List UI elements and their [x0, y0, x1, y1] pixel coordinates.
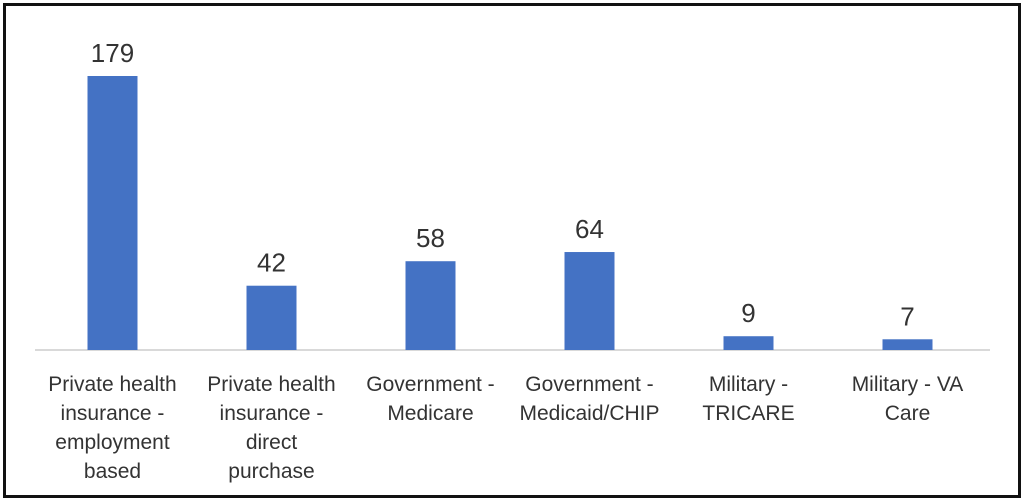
category-label: Medicaid/CHIP — [519, 402, 659, 425]
category-label: direct — [246, 431, 298, 454]
category-label: Government - — [525, 373, 653, 396]
chart-frame — [3, 3, 1021, 498]
data-label: 9 — [741, 298, 755, 328]
category-label: employment — [55, 431, 170, 454]
category-label: purchase — [228, 460, 314, 483]
category-label: insurance - — [220, 402, 324, 425]
data-label: 7 — [900, 301, 914, 331]
category-label: Care — [885, 402, 931, 425]
category-label: based — [84, 460, 141, 483]
category-label: TRICARE — [702, 402, 794, 425]
category-label: Private health — [207, 373, 335, 396]
category-label: Private health — [48, 373, 176, 396]
bar — [564, 252, 615, 350]
bar — [723, 336, 774, 350]
bar — [882, 339, 933, 350]
data-label: 42 — [257, 248, 286, 278]
category-label: Military - — [709, 373, 788, 396]
category-label: insurance - — [61, 402, 165, 425]
bar — [405, 261, 456, 350]
category-label: Medicare — [387, 402, 473, 425]
category-label: Military - VA — [852, 373, 964, 396]
data-label: 64 — [575, 214, 604, 244]
bar — [246, 285, 297, 350]
data-label: 179 — [91, 38, 134, 68]
data-label: 58 — [416, 223, 445, 253]
category-label: Government - — [366, 373, 494, 396]
bar — [87, 76, 138, 350]
